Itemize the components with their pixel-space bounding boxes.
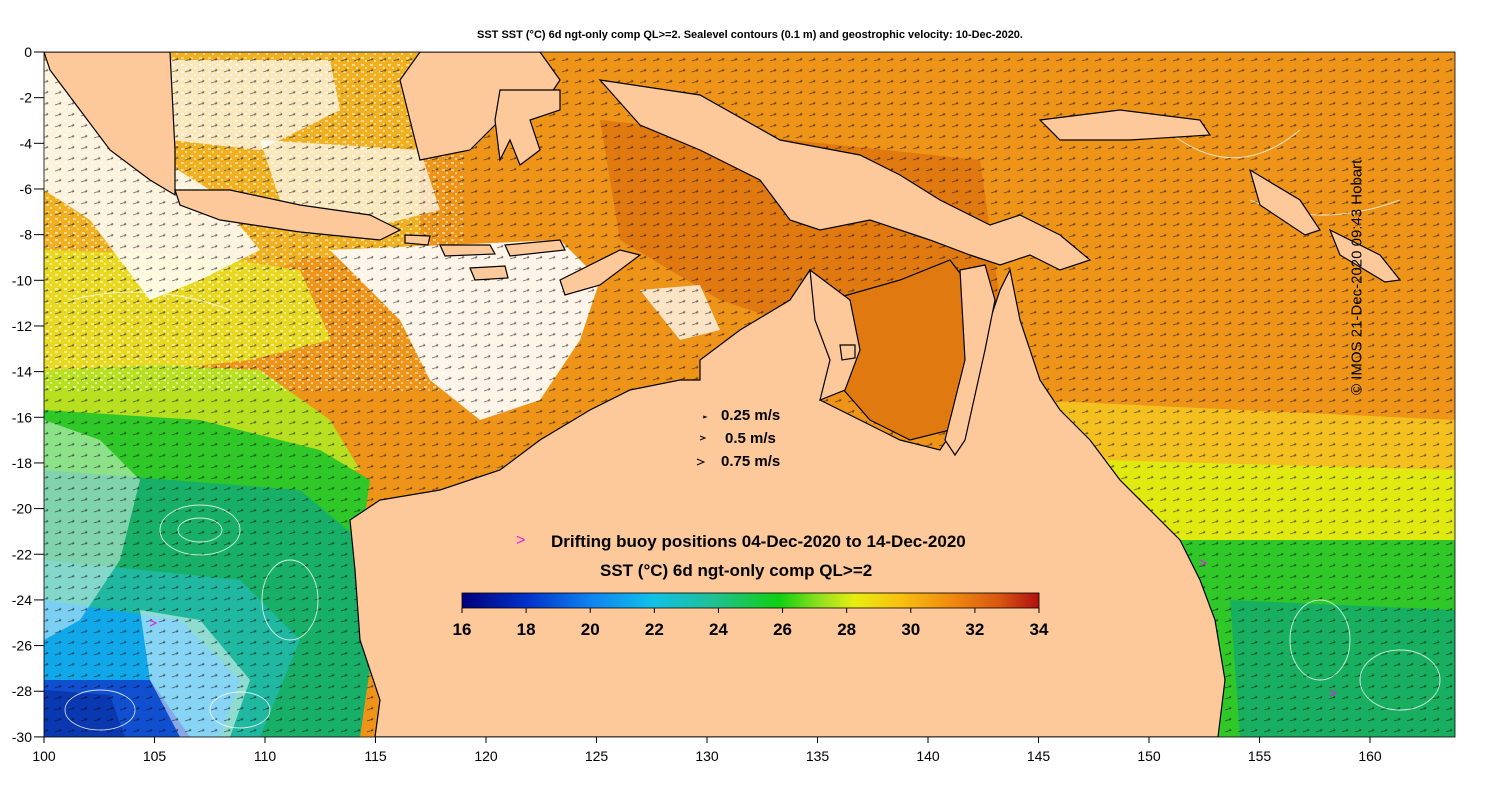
land-java	[174, 189, 402, 241]
colorbar-tick-label: 18	[517, 620, 536, 639]
lon-tick-label: 135	[806, 748, 830, 764]
land-borneo	[399, 52, 561, 161]
land-bougainville	[1249, 168, 1321, 236]
lat-tick-label: -6	[20, 181, 33, 197]
longitude-tick-labels: 100 105 110 115 120 125 130 135 140 145 150 155 160	[32, 748, 1382, 764]
lon-tick-label: 120	[474, 748, 498, 764]
lon-tick-label: 130	[695, 748, 719, 764]
land-bali-lombok	[404, 234, 431, 246]
colorbar-tick-label: 34	[1030, 620, 1049, 639]
lat-tick-label: -26	[12, 638, 32, 654]
lon-tick-label: 100	[32, 748, 56, 764]
copyright-notice: © IMOS 21-Dec-2020 09:43 Hobart	[1348, 159, 1366, 395]
axis-ticks	[34, 51, 1371, 743]
land-sumatra	[44, 52, 176, 197]
land-solomons	[1328, 228, 1402, 283]
colorbar-tick-label: 24	[709, 620, 728, 639]
lat-tick-label: -2	[20, 90, 33, 106]
map-plot-area	[44, 52, 1455, 737]
colorbar-tick-label: 30	[901, 620, 920, 639]
lat-tick-label: -20	[12, 501, 32, 517]
lon-tick-label: 155	[1248, 748, 1272, 764]
colorbar-ticks	[461, 608, 1040, 613]
colorbar-tick-label: 16	[453, 620, 472, 639]
lat-tick-label: -22	[12, 546, 32, 562]
lat-tick-label: -14	[12, 364, 32, 380]
velocity-legend-label-3: 0.75 m/s	[721, 453, 781, 470]
velocity-legend-label-2: 0.5 m/s	[725, 430, 776, 447]
land-groote-eylandt	[839, 344, 856, 361]
colorbar	[461, 592, 1040, 609]
land-new-britain	[1038, 109, 1212, 141]
lat-tick-label: -24	[12, 592, 32, 608]
lat-tick-label: -12	[12, 318, 32, 334]
velocity-legend-label-1: 0.25 m/s	[721, 407, 781, 424]
lon-tick-label: 140	[916, 748, 940, 764]
lat-tick-label: -4	[20, 135, 33, 151]
land-flores	[504, 239, 566, 257]
land-timor	[559, 249, 642, 296]
colorbar-tick-label: 20	[581, 620, 600, 639]
buoy-legend-marker: >	[516, 532, 526, 549]
latitude-tick-labels: 0 -2 -4 -6 -8 -10 -12 -14 -16 -18 -20 -22 -24 -26 -28 -…	[12, 44, 32, 745]
colorbar-tick-label: 22	[645, 620, 664, 639]
velocity-legend-arrows	[696, 415, 708, 466]
colorbar-tick-label: 26	[773, 620, 792, 639]
lon-tick-label: 150	[1137, 748, 1161, 764]
lon-tick-label: 160	[1358, 748, 1382, 764]
lat-tick-label: -30	[12, 729, 32, 745]
land-sulawesi	[494, 89, 561, 166]
colorbar-tick-label: 28	[837, 620, 856, 639]
land-sumbawa	[439, 244, 496, 257]
land-sumba	[469, 265, 509, 281]
plot-frame	[43, 51, 1456, 738]
land-new-guinea	[598, 79, 1092, 271]
lon-tick-label: 125	[585, 748, 609, 764]
lat-tick-label: -16	[12, 409, 32, 425]
lat-tick-label: 0	[24, 44, 32, 60]
lon-tick-label: 145	[1027, 748, 1051, 764]
buoy-legend-label: Drifting buoy positions 04-Dec-2020 to 1…	[551, 532, 966, 551]
land-arnhem-peninsula	[809, 268, 861, 401]
lon-tick-label: 105	[143, 748, 167, 764]
lon-tick-label: 115	[364, 748, 387, 764]
figure-title: SST SST (°C) 6d ngt-only comp QL>=2. Sea…	[477, 29, 1023, 41]
lat-tick-label: -10	[12, 272, 32, 288]
land-australia	[349, 268, 1226, 737]
lat-tick-label: -8	[20, 227, 33, 243]
lat-tick-label: -18	[12, 455, 32, 471]
land-masses	[44, 52, 1402, 737]
colorbar-tick-label: 32	[965, 620, 984, 639]
land-cape-york	[944, 264, 996, 457]
drifting-buoys	[149, 559, 1338, 697]
lon-tick-label: 110	[254, 748, 277, 764]
lat-tick-label: -28	[12, 683, 32, 699]
colorbar-title: SST (°C) 6d ngt-only comp QL>=2	[600, 561, 873, 580]
colorbar-tick-labels: 16 18 20 22 24 26 28 30 32 34	[453, 620, 1049, 639]
